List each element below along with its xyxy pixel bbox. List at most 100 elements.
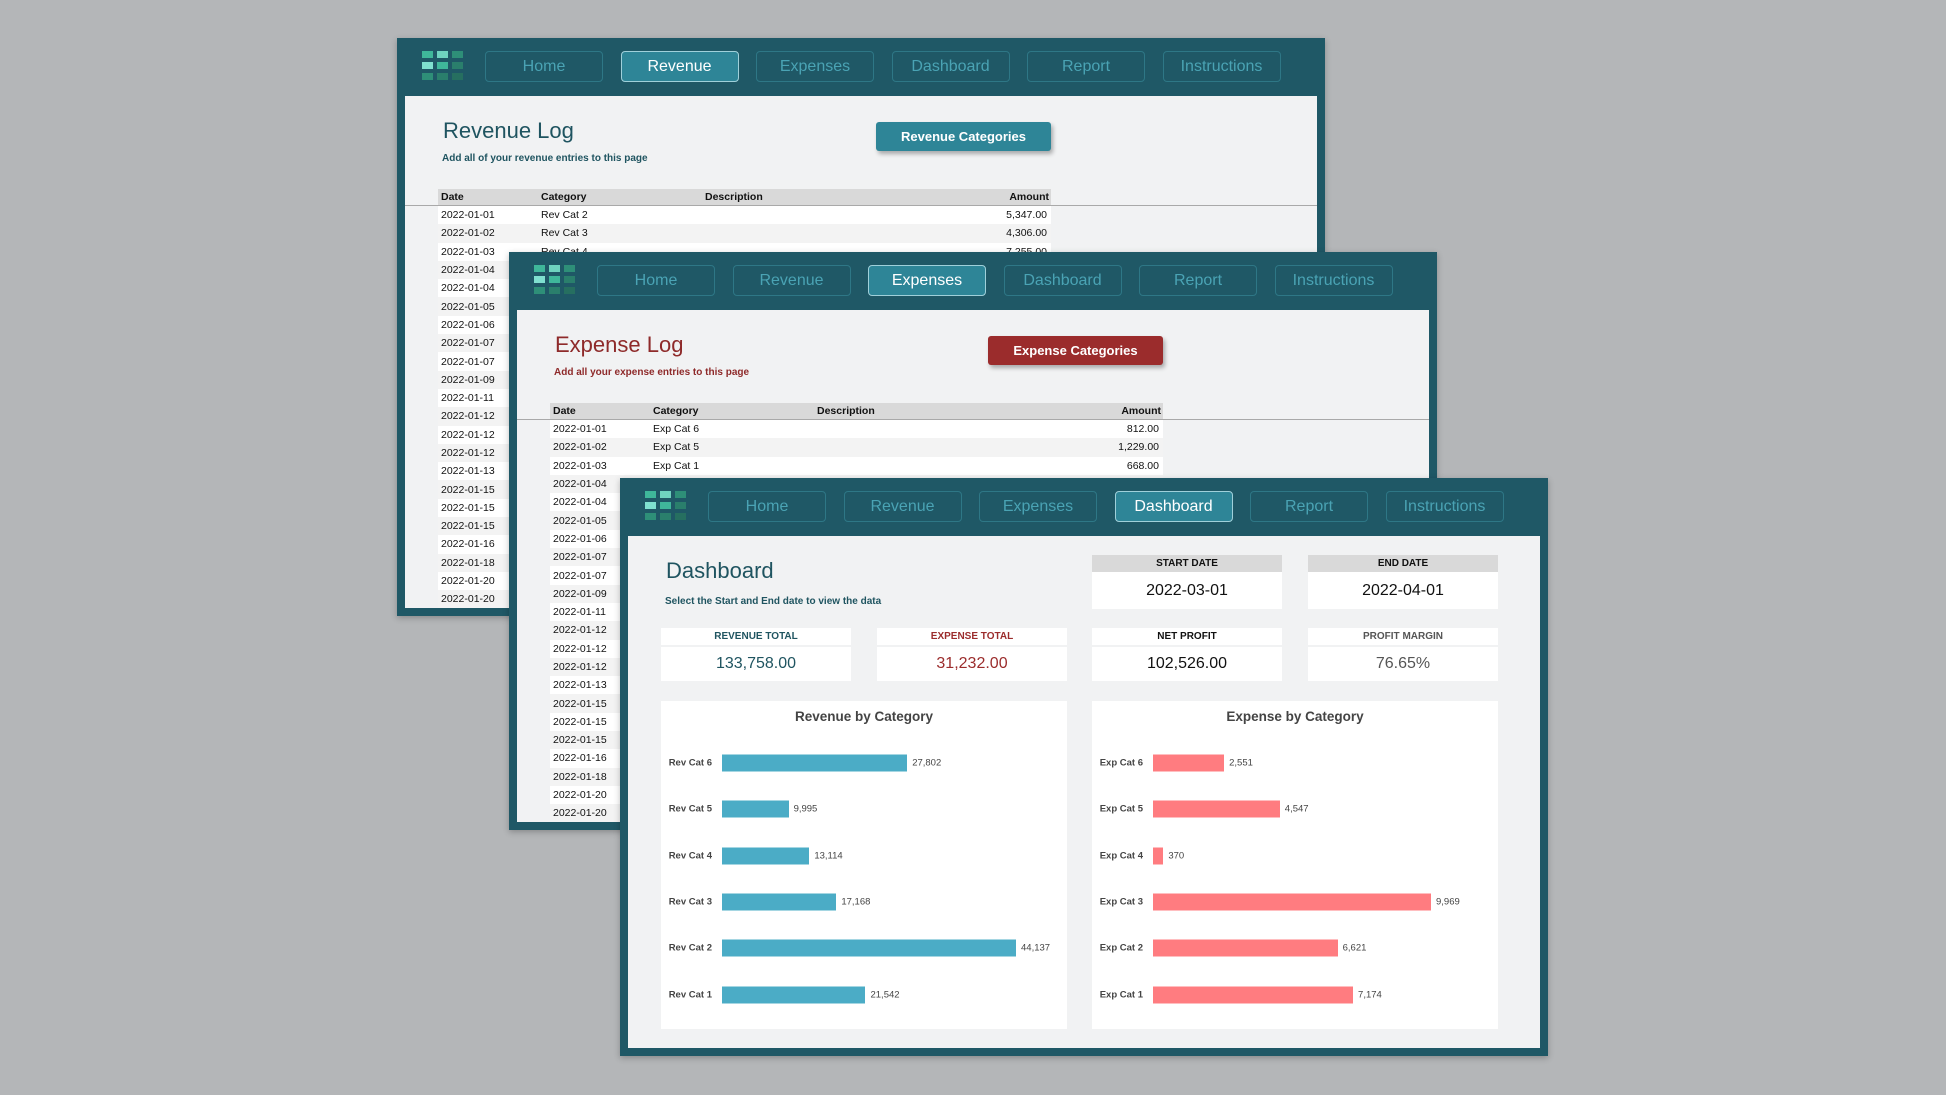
date-cell[interactable]: 2022-01-12 [441, 410, 495, 423]
date-cell[interactable]: 2022-01-20 [441, 575, 495, 588]
nav-dashboard-button[interactable]: Dashboard [891, 51, 1010, 82]
end-date-box[interactable]: END DATE 2022-04-01 [1308, 555, 1498, 609]
date-cell[interactable]: 2022-01-11 [553, 606, 606, 619]
amount-cell[interactable]: 812.00 [1126, 423, 1159, 436]
nav-home-button[interactable]: Home [597, 265, 715, 296]
nav-instructions-button[interactable]: Instructions [1162, 51, 1281, 82]
amount-cell[interactable]: 668.00 [1126, 459, 1159, 472]
expenses-categories-button[interactable]: Expense Categories [988, 336, 1163, 365]
bar [722, 986, 866, 1003]
column-header-description[interactable]: Description [705, 191, 763, 203]
date-cell[interactable]: 2022-01-04 [553, 496, 607, 509]
column-header-category[interactable]: Category [653, 405, 699, 417]
category-cell[interactable]: Rev Cat 3 [541, 227, 588, 240]
table-header: Date Category Description Amount [438, 189, 1051, 206]
amount-cell[interactable]: 1,229.00 [1118, 441, 1159, 454]
nav-report-button[interactable]: Report [1139, 265, 1257, 296]
table-row[interactable]: 2022-01-01 Rev Cat 2 5,347.00 [438, 206, 1051, 225]
nav-home-button[interactable]: Home [485, 51, 603, 82]
nav-dashboard-button[interactable]: Dashboard [1114, 491, 1233, 522]
column-header-date[interactable]: Date [441, 191, 464, 203]
date-cell[interactable]: 2022-01-15 [441, 501, 495, 514]
category-cell[interactable]: Exp Cat 1 [653, 459, 700, 472]
nav-revenue-button[interactable]: Revenue [732, 265, 851, 296]
date-cell[interactable]: 2022-01-12 [441, 428, 495, 441]
nav-instructions-button[interactable]: Instructions [1385, 491, 1504, 522]
chart-title: Expense by Category [1226, 709, 1364, 724]
date-cell[interactable]: 2022-01-07 [553, 551, 607, 564]
column-header-amount[interactable]: Amount [1009, 191, 1049, 203]
date-cell[interactable]: 2022-01-06 [553, 532, 607, 545]
date-cell[interactable]: 2022-01-03 [441, 245, 495, 258]
nav-expenses-button[interactable]: Expenses [979, 491, 1097, 522]
date-cell[interactable]: 2022-01-20 [441, 593, 495, 606]
nav-report-button[interactable]: Report [1250, 491, 1368, 522]
date-cell[interactable]: 2022-01-18 [553, 770, 607, 783]
category-cell[interactable]: Exp Cat 6 [653, 423, 700, 436]
data-label: 7,174 [1358, 989, 1382, 1000]
date-cell[interactable]: 2022-01-12 [553, 624, 607, 637]
date-cell[interactable]: 2022-01-04 [441, 282, 495, 295]
date-cell[interactable]: 2022-01-01 [553, 423, 607, 436]
table-row[interactable]: 2022-01-02 Rev Cat 3 4,306.00 [438, 224, 1051, 243]
date-cell[interactable]: 2022-01-12 [441, 447, 495, 459]
start-date-box[interactable]: START DATE 2022-03-01 [1092, 555, 1282, 609]
date-cell[interactable]: 2022-01-09 [553, 587, 607, 600]
column-header-amount[interactable]: Amount [1121, 405, 1161, 417]
date-cell[interactable]: 2022-01-06 [441, 318, 495, 331]
amount-cell[interactable]: 5,347.00 [1006, 209, 1047, 222]
date-cell[interactable]: 2022-01-20 [553, 807, 607, 820]
date-cell[interactable]: 2022-01-04 [441, 264, 495, 277]
nav-instructions-button[interactable]: Instructions [1274, 265, 1393, 296]
nav-revenue-button[interactable]: Revenue [620, 51, 739, 82]
date-cell[interactable]: 2022-01-12 [553, 642, 607, 655]
date-cell[interactable]: 2022-01-05 [441, 300, 495, 313]
date-cell[interactable]: 2022-01-15 [441, 520, 495, 533]
category-cell[interactable]: Rev Cat 2 [541, 209, 588, 222]
category-cell[interactable]: Exp Cat 5 [653, 441, 700, 454]
date-cell[interactable]: 2022-01-20 [553, 789, 607, 802]
date-cell[interactable]: 2022-01-11 [441, 392, 494, 405]
date-cell[interactable]: 2022-01-09 [441, 373, 495, 386]
nav-expenses-button[interactable]: Expenses [868, 265, 986, 296]
amount-cell[interactable]: 4,306.00 [1006, 227, 1047, 240]
table-row[interactable]: 2022-01-02 Exp Cat 5 1,229.00 [550, 438, 1163, 457]
nav-dashboard-button[interactable]: Dashboard [1003, 265, 1122, 296]
nav-revenue-button[interactable]: Revenue [843, 491, 962, 522]
kpi-revenue-total: REVENUE TOTAL 133,758.00 [661, 628, 851, 681]
start-date-input[interactable]: 2022-03-01 [1146, 581, 1228, 599]
date-cell[interactable]: 2022-01-18 [441, 556, 495, 569]
category-label: Exp Cat 4 [1099, 850, 1143, 862]
nav-expenses-button[interactable]: Expenses [756, 51, 874, 82]
date-cell[interactable]: 2022-01-15 [553, 697, 607, 710]
date-cell[interactable]: 2022-01-01 [441, 209, 495, 222]
table-row[interactable]: 2022-01-01 Exp Cat 6 812.00 [550, 420, 1163, 439]
date-cell[interactable]: 2022-01-07 [441, 337, 495, 350]
nav-home-button[interactable]: Home [708, 491, 826, 522]
date-cell[interactable]: 2022-01-04 [553, 478, 607, 491]
bar [1153, 847, 1164, 865]
date-cell[interactable]: 2022-01-16 [441, 538, 495, 551]
date-cell[interactable]: 2022-01-13 [441, 465, 495, 478]
date-cell[interactable]: 2022-01-15 [441, 483, 495, 496]
revenue-categories-button[interactable]: Revenue Categories [876, 122, 1051, 151]
date-cell[interactable]: 2022-01-02 [441, 227, 495, 240]
date-cell[interactable]: 2022-01-12 [553, 661, 607, 673]
date-cell[interactable]: 2022-01-07 [553, 569, 607, 582]
end-date-input[interactable]: 2022-04-01 [1362, 581, 1444, 599]
column-header-date[interactable]: Date [553, 405, 576, 417]
date-cell[interactable]: 2022-01-02 [553, 441, 607, 454]
date-cell[interactable]: 2022-01-07 [441, 355, 495, 368]
column-header-description[interactable]: Description [817, 405, 875, 417]
category-label: Rev Cat 5 [668, 803, 712, 815]
date-cell[interactable]: 2022-01-05 [553, 514, 607, 527]
nav-report-button[interactable]: Report [1027, 51, 1145, 82]
end-date-label: END DATE [1308, 555, 1498, 572]
date-cell[interactable]: 2022-01-15 [553, 715, 607, 728]
date-cell[interactable]: 2022-01-16 [553, 752, 607, 765]
column-header-category[interactable]: Category [541, 191, 587, 203]
date-cell[interactable]: 2022-01-03 [553, 459, 607, 472]
date-cell[interactable]: 2022-01-13 [553, 679, 607, 692]
table-row[interactable]: 2022-01-03 Exp Cat 1 668.00 [550, 456, 1163, 475]
date-cell[interactable]: 2022-01-15 [553, 734, 607, 747]
